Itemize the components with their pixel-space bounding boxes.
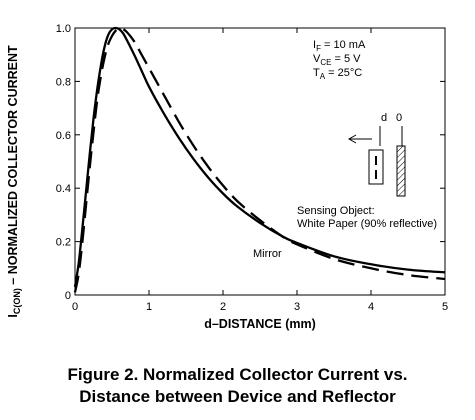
condition-temperature: TA = 25°C bbox=[313, 67, 362, 81]
series-line-mirror bbox=[73, 26, 446, 293]
y-tick-label: 0 bbox=[65, 290, 71, 302]
y-tick-label: 0.2 bbox=[56, 237, 71, 249]
x-tick-label: 1 bbox=[146, 301, 152, 313]
device-box bbox=[368, 149, 384, 185]
mirror-label: Mirror bbox=[253, 248, 282, 260]
y-tick-label: 0.4 bbox=[56, 183, 71, 195]
y-tick-label: 0.6 bbox=[56, 130, 71, 142]
figure-caption-line-1: Figure 2. Normalized Collector Current v… bbox=[67, 365, 408, 384]
chart: 0 1 2 3 4 5 0 0.2 0.4 0.6 0.8 1.0 d–DISTANCE (mm) I… bbox=[6, 23, 448, 331]
x-tick-label: 5 bbox=[442, 301, 448, 313]
x-axis-title: d–DISTANCE (mm) bbox=[204, 317, 316, 331]
sensing-object-label-2: White Paper (90% reflective) bbox=[297, 218, 437, 230]
sensing-object-label-1: Sensing Object: bbox=[297, 205, 375, 217]
x-tick-label: 4 bbox=[368, 301, 374, 313]
condition-voltage: VCE = 5 V bbox=[313, 53, 361, 67]
inset-label-d: d bbox=[381, 112, 387, 124]
distance-diagram: d 0 bbox=[347, 112, 406, 197]
y-tick-label: 0.8 bbox=[56, 76, 71, 88]
x-tick-label: 0 bbox=[72, 301, 78, 313]
plot-frame bbox=[74, 27, 446, 296]
reflector-block bbox=[396, 145, 406, 197]
figure-caption-line-2: Distance between Device and Reflector bbox=[79, 387, 396, 406]
y-axis-title: IC(ON) – NORMALIZED COLLECTOR CURRENT bbox=[6, 45, 22, 318]
inset-arrow-head bbox=[347, 134, 357, 144]
y-tick-label: 1.0 bbox=[56, 23, 71, 35]
x-tick-label: 3 bbox=[294, 301, 300, 313]
inset-label-zero: 0 bbox=[396, 112, 402, 124]
x-tick-label: 2 bbox=[220, 301, 226, 313]
condition-current: IF = 10 mA bbox=[313, 39, 366, 53]
